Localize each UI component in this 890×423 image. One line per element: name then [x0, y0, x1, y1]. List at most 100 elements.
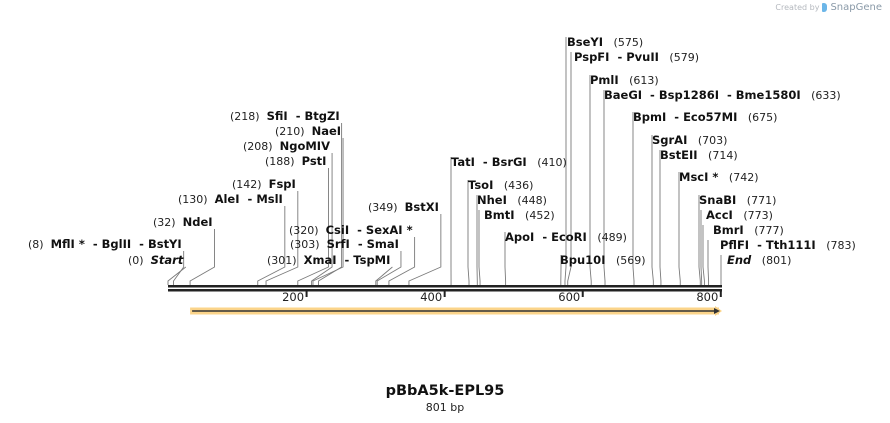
leader-line — [167, 266, 187, 285]
enzyme-label: SnaBI (771) — [699, 193, 776, 207]
enzyme-site-snabi[interactable]: SnaBI (771) — [699, 193, 776, 207]
enzyme-site-ngomiv[interactable]: (208) NgoMIV — [243, 139, 330, 153]
enzyme-site-bseyi[interactable]: BseYI (575) — [567, 35, 643, 49]
leader-line — [467, 180, 470, 285]
enzyme-site-tsoi[interactable]: TsoI (436) — [468, 178, 533, 192]
enzyme-name: BsrGI — [492, 155, 527, 169]
enzyme-site-tati[interactable]: TatI - BsrGI (410) — [451, 155, 567, 169]
enzyme-name: Tth111I — [766, 238, 816, 252]
sequence-backbone[interactable] — [168, 285, 722, 292]
leader-line — [702, 225, 705, 285]
enzyme-site-sgrai[interactable]: SgrAI (703) — [652, 133, 727, 147]
feature-arrow[interactable] — [190, 306, 722, 316]
name-separator: - — [349, 223, 366, 237]
leader-line — [257, 206, 286, 285]
site-position: (771) — [747, 194, 777, 207]
enzyme-site-start[interactable]: (0) Start — [128, 253, 184, 267]
leader-line — [478, 210, 481, 285]
leader-line — [589, 75, 592, 285]
enzyme-site-baegi[interactable]: BaeGI - Bsp1286I - Bme1580I (633) — [604, 88, 841, 102]
enzyme-site-msci[interactable]: MscI * (742) — [679, 170, 759, 184]
enzyme-label: PmlI (613) — [590, 73, 659, 87]
enzyme-name: FspI — [269, 177, 296, 191]
enzyme-leader-lines — [167, 37, 722, 285]
enzyme-name: NgoMIV — [280, 139, 330, 153]
name-separator: - — [609, 50, 626, 64]
site-position: (349) — [368, 201, 398, 214]
enzyme-name: SgrAI — [652, 133, 687, 147]
enzyme-label: PspFI - PvuII (579) — [574, 50, 699, 64]
enzyme-site-acci[interactable]: AccI (773) — [706, 208, 773, 222]
leader-line — [376, 251, 402, 285]
enzyme-site-bsteii[interactable]: BstEII (714) — [660, 148, 738, 162]
enzyme-name: MslI — [256, 192, 283, 206]
enzyme-site-pflfi[interactable]: PflFI - Tth111I (783) — [720, 238, 856, 252]
site-position: (208) — [243, 140, 273, 153]
name-separator: - — [719, 88, 736, 102]
site-position: (410) — [537, 156, 567, 169]
enzyme-site-bpmi[interactable]: BpmI - Eco57MI (675) — [633, 110, 777, 124]
enzyme-name: TsoI — [468, 178, 493, 192]
enzyme-site-mfli[interactable]: (8) MflI * - BglII - BstYI — [28, 237, 182, 251]
name-separator: - — [240, 192, 257, 206]
enzyme-label: BpmI - Eco57MI (675) — [633, 110, 777, 124]
enzyme-name: Start — [151, 253, 184, 267]
enzyme-name: BmrI — [713, 223, 744, 237]
enzyme-site-bmri[interactable]: BmrI (777) — [713, 223, 784, 237]
name-separator: - — [642, 88, 659, 102]
enzyme-name: BstXI — [405, 200, 439, 214]
enzyme-name: NaeI — [312, 124, 341, 138]
enzyme-label: End (801) — [727, 253, 791, 267]
enzyme-label: (210) NaeI — [275, 124, 341, 138]
enzyme-site-bmti[interactable]: BmtI (452) — [484, 208, 555, 222]
enzyme-label: Bpu10I (569) — [560, 253, 646, 267]
enzyme-site-ndei[interactable]: (32) NdeI — [153, 215, 213, 229]
leader-line — [173, 251, 185, 285]
enzyme-labels[interactable]: (218) SfiI - BtgZI(210) NaeI(208) NgoMIV… — [28, 35, 856, 267]
sequence-title: pBbA5k-EPL95 — [385, 383, 505, 399]
tick-label: 400 — [420, 290, 442, 304]
enzyme-site-csii[interactable]: (320) CsiI - SexAI * — [289, 223, 413, 237]
name-separator: - — [666, 110, 683, 124]
site-position: (613) — [629, 74, 659, 87]
leader-line — [564, 37, 567, 285]
enzyme-name: MflI * — [51, 237, 85, 251]
enzyme-label: TatI - BsrGI (410) — [451, 155, 567, 169]
site-position: (714) — [708, 149, 738, 162]
enzyme-name: BglII — [102, 237, 132, 251]
site-position: (303) — [290, 238, 320, 251]
tick-mark — [305, 291, 308, 297]
enzyme-label: ApoI - EcoRI (489) — [505, 230, 627, 244]
enzyme-site-alei[interactable]: (130) AleI - MslI — [178, 192, 283, 206]
site-position: (188) — [265, 155, 295, 168]
enzyme-label: (208) NgoMIV — [243, 139, 330, 153]
enzyme-site-nhei[interactable]: NheI (448) — [477, 193, 547, 207]
enzyme-site-apoi[interactable]: ApoI - EcoRI (489) — [505, 230, 627, 244]
leader-line — [312, 138, 344, 285]
enzyme-name: BtgZI — [304, 109, 339, 123]
enzyme-label: AccI (773) — [706, 208, 773, 222]
enzyme-site-bpu10i[interactable]: Bpu10I (569) — [560, 253, 646, 267]
site-position: (703) — [698, 134, 728, 147]
enzyme-site-sfii[interactable]: (218) SfiI - BtgZI — [230, 109, 340, 123]
enzyme-name: Eco57MI — [683, 110, 737, 124]
enzyme-site-naei[interactable]: (210) NaeI — [275, 124, 341, 138]
enzyme-site-bstxi[interactable]: (349) BstXI — [368, 200, 439, 214]
enzyme-site-srfi[interactable]: (303) SrfI - SmaI — [290, 237, 399, 251]
enzyme-label: MscI * (742) — [679, 170, 759, 184]
enzyme-site-pmli[interactable]: PmlI (613) — [590, 73, 659, 87]
enzyme-label: (142) FspI — [232, 177, 296, 191]
enzyme-label: BmrI (777) — [713, 223, 784, 237]
enzyme-name: BmtI — [484, 208, 515, 222]
enzyme-site-xmai[interactable]: (301) XmaI - TspMI — [267, 253, 390, 267]
enzyme-site-psti[interactable]: (188) PstI — [265, 154, 326, 168]
leader-line — [603, 90, 606, 285]
enzyme-name: Bpu10I — [560, 253, 605, 267]
enzyme-site-pspfi[interactable]: PspFI - PvuII (579) — [574, 50, 699, 64]
enzyme-site-fspi[interactable]: (142) FspI — [232, 177, 296, 191]
site-position: (436) — [504, 179, 534, 192]
enzyme-site-end[interactable]: End (801) — [727, 253, 791, 267]
site-position: (142) — [232, 178, 262, 191]
enzyme-name: Bsp1286I — [659, 88, 719, 102]
site-position: (301) — [267, 254, 297, 267]
